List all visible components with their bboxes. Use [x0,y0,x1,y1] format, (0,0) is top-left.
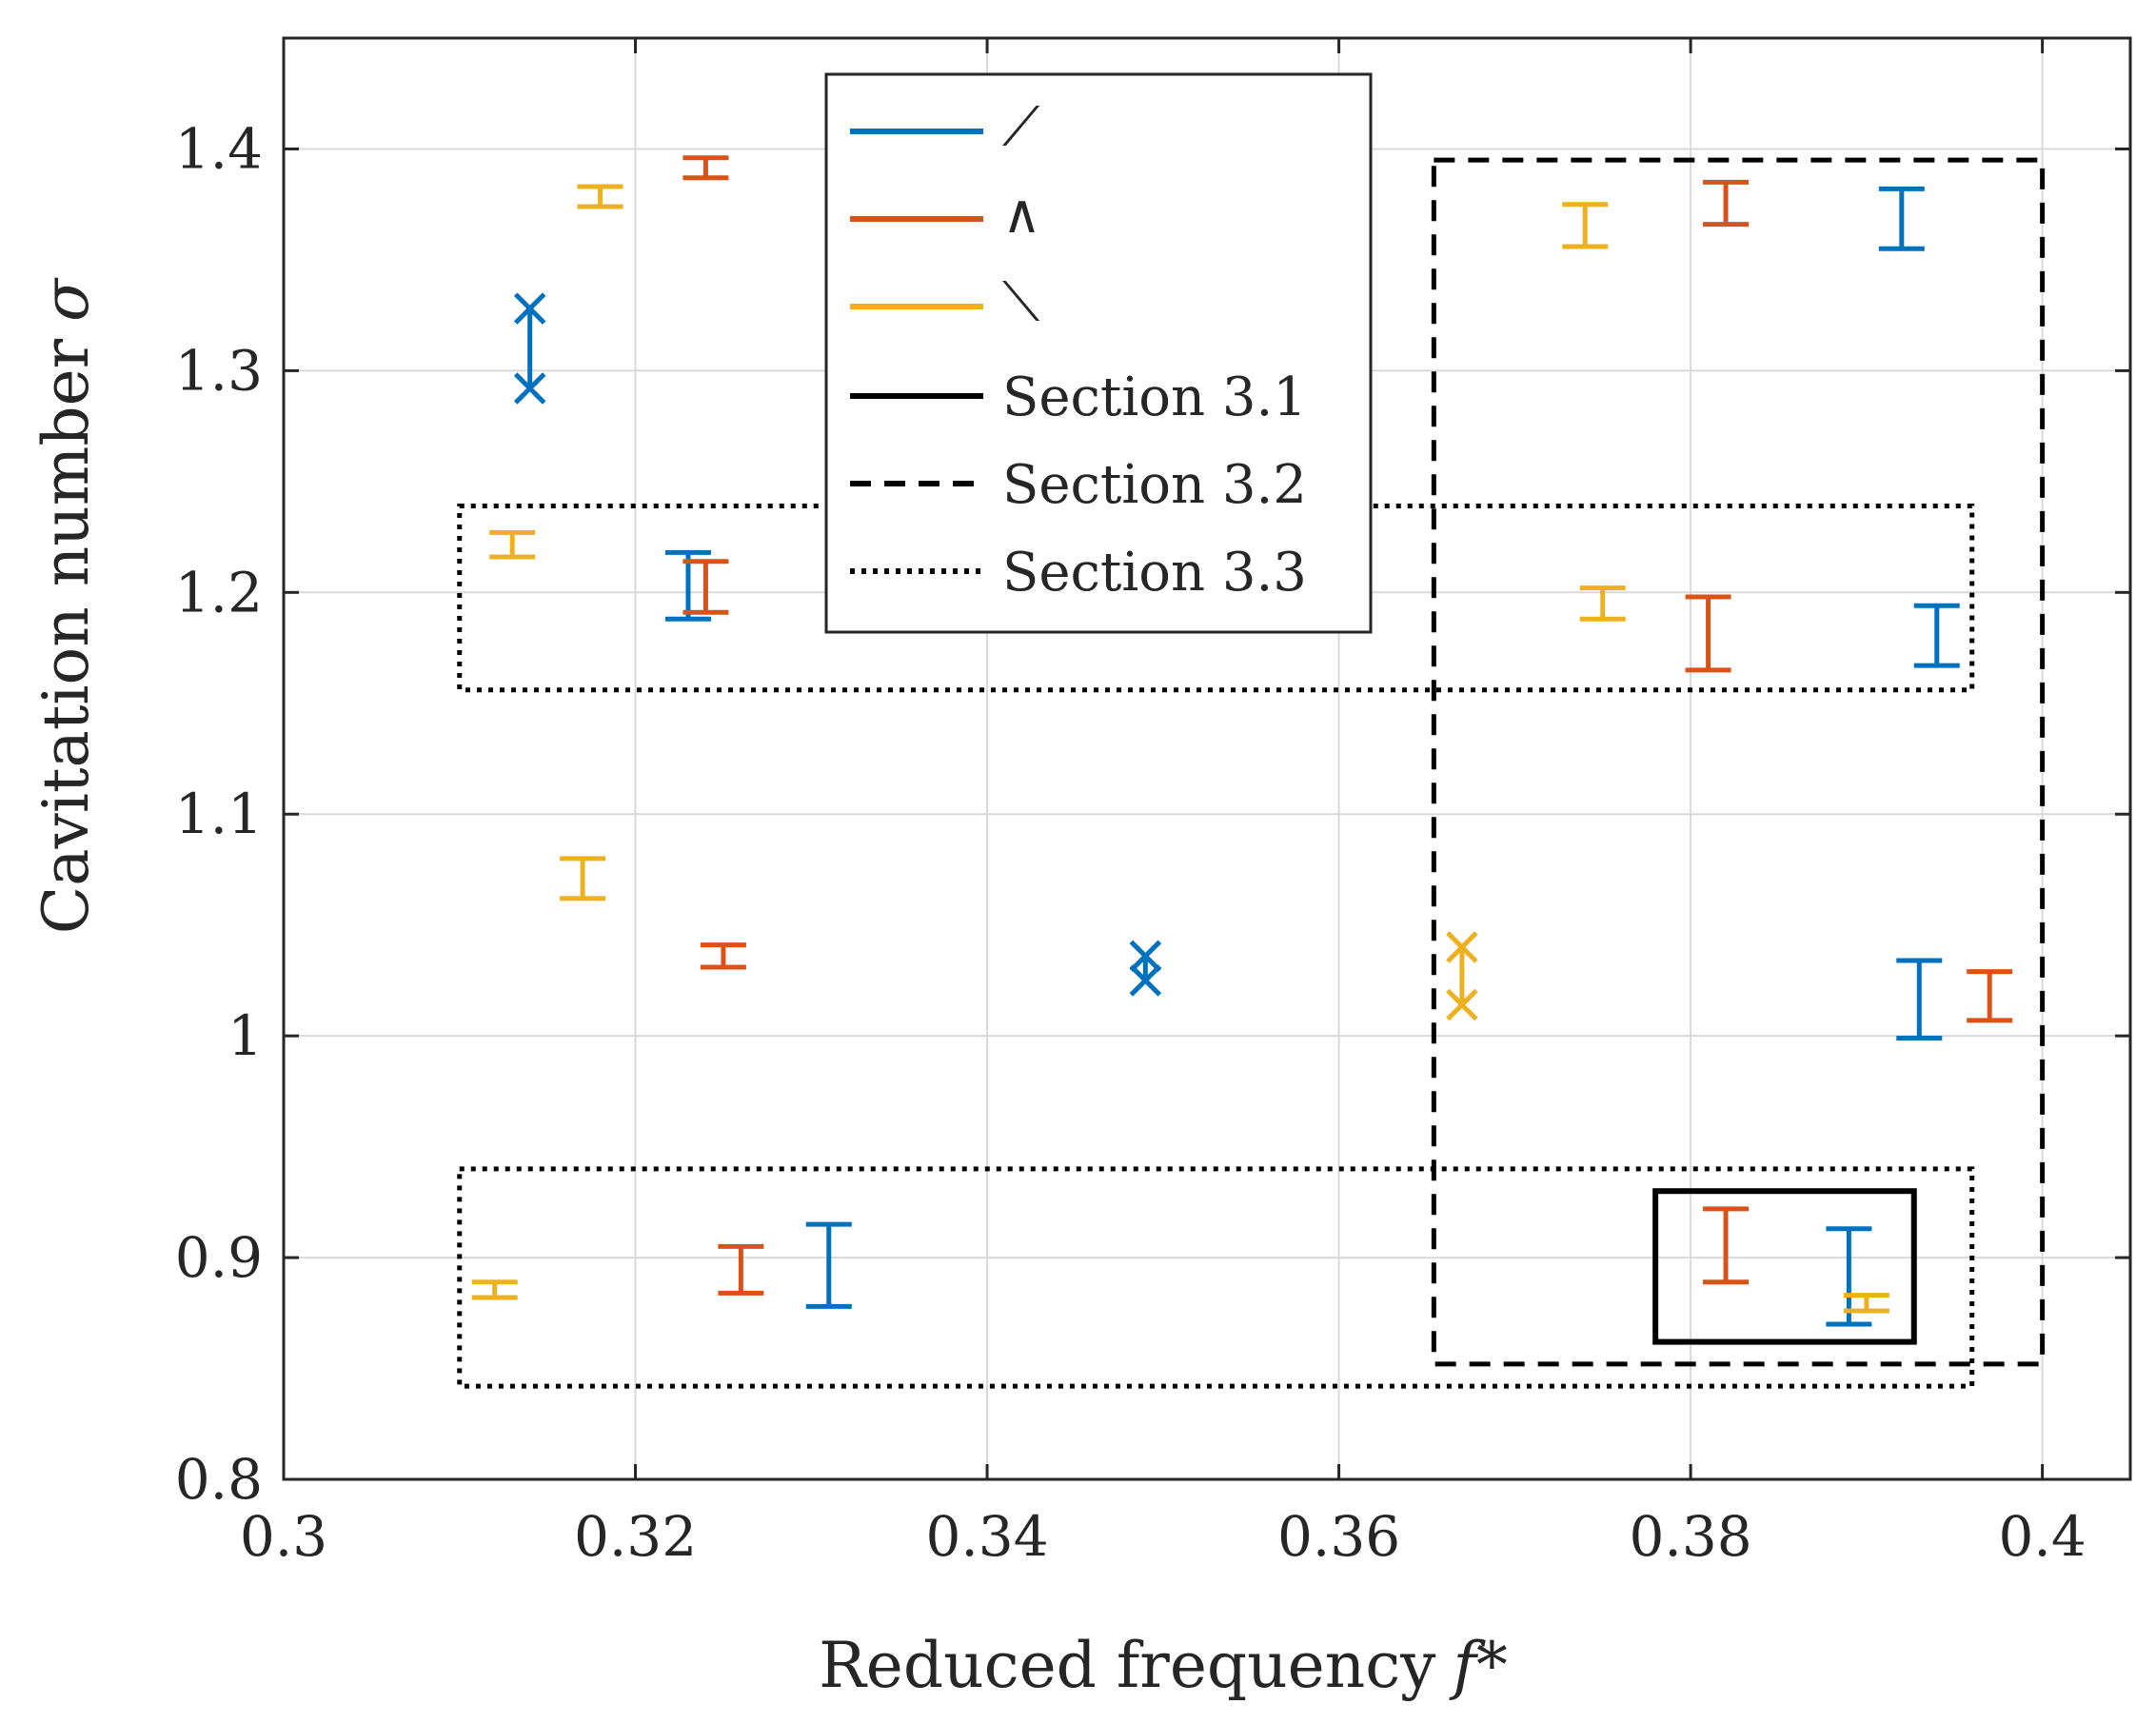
x-tick-label-0: 0.3 [240,1504,327,1569]
region-dashed-1 [1431,157,2046,1367]
series-1-point-5 [1685,594,1731,673]
y-tick-label-5: 1.3 [175,338,263,403]
x-tick-label-3: 0.36 [1277,1504,1400,1569]
x-marker-1 [1446,988,1478,1021]
series-0-point-5 [1913,603,1960,668]
series-2-point-4 [1562,202,1609,249]
y-tick-label-1: 0.9 [175,1225,263,1290]
axis-ticks [282,38,2130,1481]
series-2-point-0 [577,184,623,209]
y-tick-label-4: 1.2 [175,560,263,624]
y-tick-label-6: 1.4 [175,116,263,181]
x-axis-label: Reduced frequency f* [819,1629,1508,1702]
series-2-point-6 [1446,931,1478,1021]
x-tick-label-1: 0.32 [574,1504,697,1569]
x-marker-0 [1129,940,1162,973]
series-2-point-5 [1579,585,1626,622]
legend-box [824,72,1373,634]
series-2-point-1 [489,529,536,560]
series-1-point-4 [1703,179,1750,228]
x-marker-0 [1446,931,1478,963]
axes-frame [282,36,2132,1481]
x-tick-label-5: 0.4 [1998,1504,2086,1569]
x-axis-label-symbol: f* [1448,1629,1507,1702]
y-axis-label: Cavitation number σ [30,277,103,934]
y-axis-label-symbol: σ [30,277,103,322]
series-1-point-7 [1703,1206,1750,1285]
legend-label-2: ⟍ [1002,271,1040,333]
legend-label-0: ⟋ [1002,96,1040,158]
x-marker-1 [513,372,546,405]
legend-label-3: Section 3.1 [1002,367,1307,428]
x-marker-0 [513,292,546,325]
series-2-point-7 [1843,1293,1889,1314]
legend-label-1: ∧ [1002,184,1041,246]
series-0-point-7 [1826,1226,1872,1327]
series-0-point-0 [513,292,546,405]
series-1-point-3 [718,1243,764,1296]
series-0-point-6 [1896,958,1943,1040]
series-2-point-3 [471,1279,518,1300]
y-axis-label-text: Cavitation number [30,338,103,934]
series-0-point-3 [805,1221,852,1309]
series-1-point-2 [700,942,746,970]
region-solid-0 [1652,1188,1917,1345]
series-0-point-2 [1129,940,1162,997]
y-tick-label-3: 1.1 [175,782,263,846]
x-tick-labels: 0.3 0.32 0.34 0.36 0.38 0.4 [240,1504,2087,1569]
x-tick-label-2: 0.34 [925,1504,1048,1569]
region-dotted-3 [457,1166,1975,1389]
series-1-point-6 [1967,969,2013,1023]
y-tick-label-2: 1 [227,1003,263,1068]
series-0-point-4 [1878,186,1925,251]
legend: ⟋ ∧ ⟍ Section 3.1 Section 3.2 Section 3.3 [824,72,1373,634]
y-tick-labels: 0.8 0.9 1 1.1 1.2 1.3 1.4 [175,116,263,1512]
series-2-point-2 [560,856,606,902]
x-tick-label-4: 0.38 [1630,1504,1752,1569]
data-marks [471,155,2013,1327]
legend-label-4: Section 3.2 [1002,454,1307,516]
series-1-point-1 [682,559,729,615]
series-1-point-0 [682,155,729,181]
y-tick-label-0: 0.8 [175,1447,263,1512]
x-axis-label-text: Reduced frequency [819,1629,1436,1702]
x-marker-1 [1129,964,1162,997]
legend-label-5: Section 3.3 [1002,542,1307,604]
